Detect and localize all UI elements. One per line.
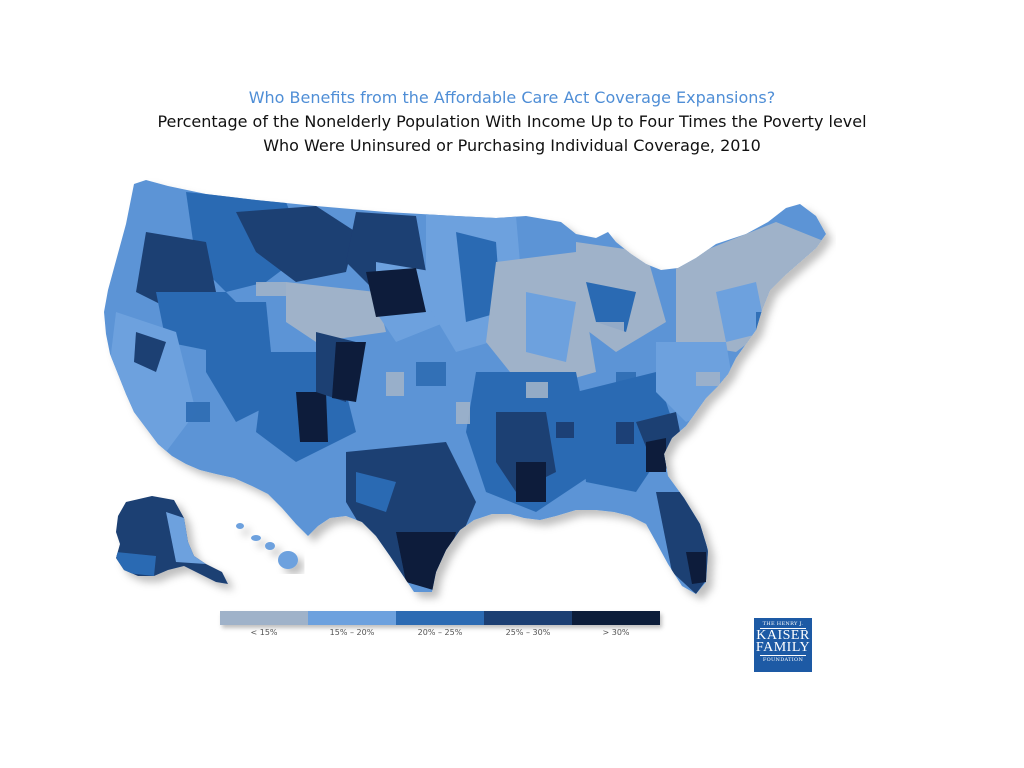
legend-swatch-2 bbox=[308, 611, 396, 625]
legend-label-5: > 30% bbox=[602, 628, 630, 637]
logo-rule-2 bbox=[760, 655, 806, 656]
logo-line-4: FOUNDATION bbox=[762, 657, 804, 663]
legend-labels: < 15% 15% – 20% 20% – 25% 25% – 30% > 30… bbox=[220, 628, 660, 637]
choropleth-map bbox=[56, 172, 836, 612]
alaska bbox=[116, 496, 228, 584]
us-map-svg bbox=[104, 180, 826, 594]
kaiser-family-foundation-logo: THE HENRY J. KAISER FAMILY FOUNDATION bbox=[754, 618, 812, 672]
map-subtitle-line-1: Percentage of the Nonelderly Population … bbox=[157, 112, 867, 131]
legend-swatch-5 bbox=[572, 611, 660, 625]
legend-label-3: 20% – 25% bbox=[417, 628, 463, 637]
logo-line-3: FAMILY bbox=[755, 640, 811, 655]
legend-label-1: < 15% bbox=[250, 628, 278, 637]
map-title: Who Benefits from the Affordable Care Ac… bbox=[248, 88, 776, 107]
legend-label-4: 25% – 30% bbox=[505, 628, 551, 637]
legend-color-bar bbox=[220, 611, 660, 625]
legend-swatch-4 bbox=[484, 611, 572, 625]
legend: < 15% 15% – 20% 20% – 25% 25% – 30% > 30… bbox=[220, 611, 660, 643]
logo-rule bbox=[760, 628, 806, 629]
legend-swatch-3 bbox=[396, 611, 484, 625]
hawaii bbox=[236, 523, 298, 569]
legend-swatch-1 bbox=[220, 611, 308, 625]
title-block: Who Benefits from the Affordable Care Ac… bbox=[0, 86, 1024, 158]
logo-line-2: KAISER bbox=[756, 628, 810, 643]
legend-label-2: 15% – 20% bbox=[329, 628, 375, 637]
map-subtitle-line-2: Who Were Uninsured or Purchasing Individ… bbox=[263, 136, 761, 155]
logo-line-1: THE HENRY J. bbox=[762, 621, 804, 627]
